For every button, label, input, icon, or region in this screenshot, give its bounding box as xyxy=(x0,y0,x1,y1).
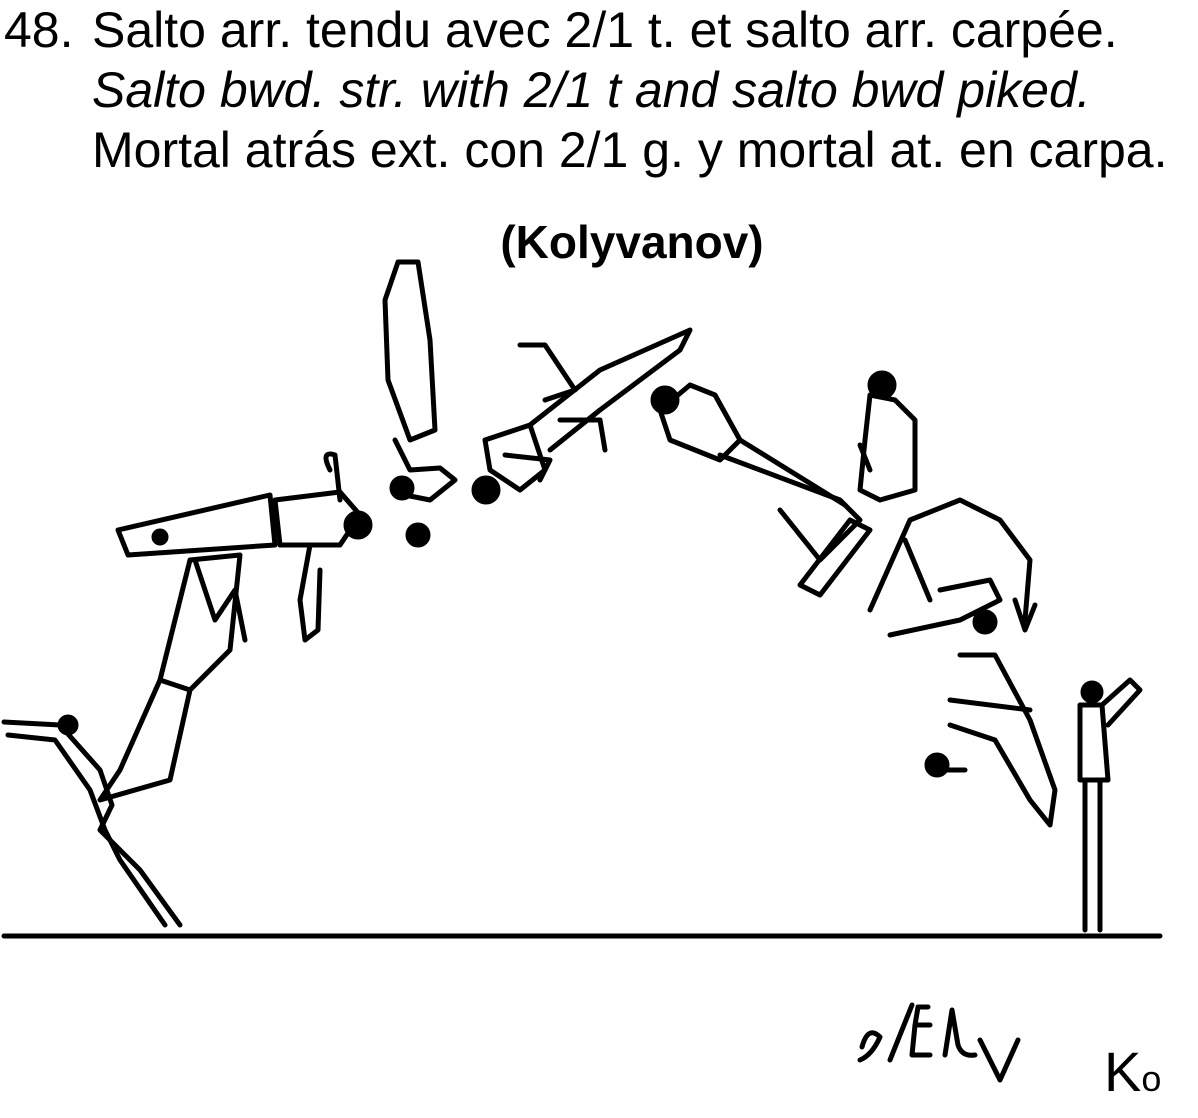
description-spanish: Mortal atrás ext. con 2/1 g. y mortal at… xyxy=(92,122,1168,178)
description-english: Salto bwd. str. with 2/1 t and salto bwd… xyxy=(92,62,1091,118)
element-number: 48. xyxy=(4,2,74,58)
gymnast-figure-opening xyxy=(924,652,1058,828)
difficulty-code: Ko xyxy=(1104,1040,1162,1103)
gymnast-figure-piked xyxy=(857,370,918,503)
gymnast-figure-landing xyxy=(1077,677,1143,933)
element-name: (Kolyvanov) xyxy=(500,216,764,268)
gymnast-figure-layout xyxy=(272,451,373,643)
gymnast-figure-inverted xyxy=(382,259,501,548)
description-french: Salto arr. tendu avec 2/1 t. et salto ar… xyxy=(92,2,1118,58)
gymnast-figure-descending xyxy=(650,382,873,598)
symbol-notation-signature xyxy=(857,1002,1021,1083)
gymnast-figure-takeoff xyxy=(1,492,278,928)
gymnast-figure-twisting xyxy=(482,327,693,493)
gymnast-figure-piked-rotation xyxy=(867,497,1038,638)
